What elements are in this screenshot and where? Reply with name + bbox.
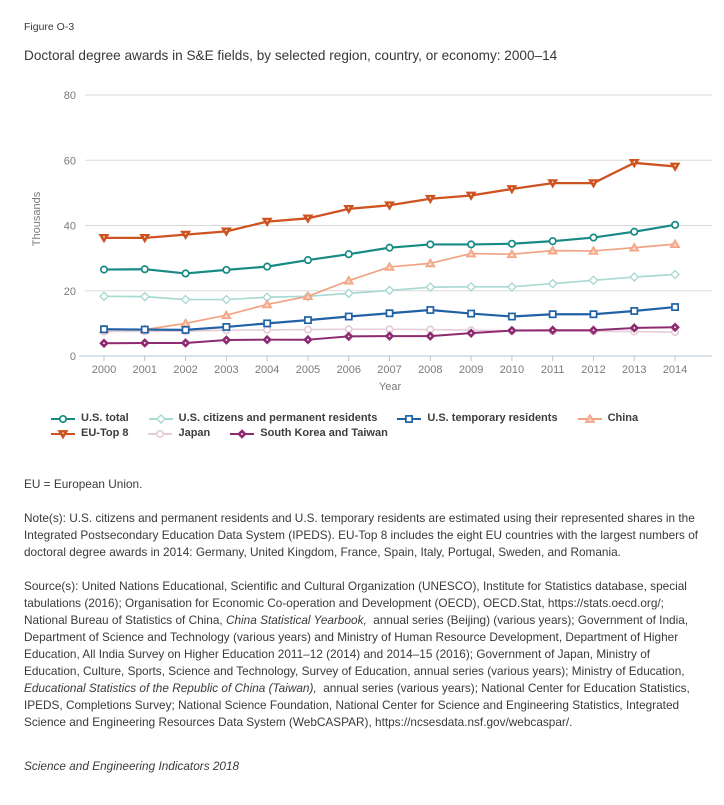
circle-open-icon [51, 414, 75, 423]
legend-label: U.S. total [81, 412, 129, 424]
x-tick-label: 2008 [418, 364, 442, 376]
legend-item: U.S. citizens and permanent residents [148, 411, 378, 426]
y-tick-label: 40 [64, 221, 76, 233]
series-u-s-citizens-and-permanent-residents [99, 269, 681, 305]
diamond-filled-icon [230, 428, 255, 439]
x-tick-label: 2004 [255, 364, 279, 376]
y-tick-label: 80 [64, 90, 76, 102]
y-tick-label: 0 [70, 351, 76, 363]
y-tick-label: 60 [64, 155, 76, 167]
doctoral-degrees-chart: 2000 2001 2002 2003 2004 2005 2006 2007 2008 2009… [31, 90, 712, 393]
legend-item: Japan [147, 426, 210, 441]
x-tick-label: 2002 [173, 364, 197, 376]
x-tick-label: 2012 [581, 364, 605, 376]
x-tick-label: 2011 [541, 364, 565, 376]
figure-notes: EU = European Union. Note(s): U.S. citiz… [24, 476, 708, 775]
legend-item: South Korea and Taiwan [229, 426, 388, 441]
series-u-s-temporary-residents [100, 303, 680, 334]
figure-page: Figure O-3 Doctoral degree awards in S&E… [24, 21, 724, 775]
x-tick-label: 2001 [133, 364, 157, 376]
chart-legend: U.S. total U.S. citizens and permanent re… [50, 411, 724, 441]
legend-label: Japan [178, 427, 211, 439]
x-tick-label: 2007 [377, 364, 401, 376]
triangle-down-icon [51, 429, 75, 439]
square-open-icon [397, 414, 422, 423]
x-tick-label: 2000 [92, 364, 116, 376]
series-china [98, 238, 681, 334]
legend-label: U.S. temporary residents [427, 412, 558, 424]
y-tick-label: 20 [64, 286, 76, 298]
x-axis-title: Year [379, 381, 402, 393]
diamond-open-icon [148, 413, 173, 424]
series-u-s-total [99, 220, 680, 278]
legend-item: China [577, 411, 639, 426]
publication-footer: Science and Engineering Indicators 2018 [24, 759, 240, 773]
legend-label: South Korea and Taiwan [260, 427, 388, 439]
x-tick-label: 2013 [622, 364, 646, 376]
legend-label: EU-Top 8 [81, 427, 129, 439]
legend-row: U.S. total U.S. citizens and permanent re… [50, 411, 724, 426]
legend-item: U.S. total [50, 411, 129, 426]
series-south-korea-and-taiwan [99, 322, 680, 349]
legend-label: U.S. citizens and permanent residents [178, 412, 378, 424]
source-paragraph: Source(s): United Nations Educational, S… [24, 579, 690, 729]
legend-label: China [607, 412, 639, 424]
figure-number: Figure O-3 [24, 21, 75, 33]
y-axis-title: Thousands [31, 191, 43, 246]
x-tick-label: 2003 [214, 364, 238, 376]
circle-open-icon [148, 429, 173, 438]
x-tick-label: 2014 [663, 364, 687, 376]
legend-row: EU-Top 8 Japan South Korea and Taiwan [50, 426, 724, 441]
triangle-up-icon [577, 413, 602, 423]
legend-item: EU-Top 8 [50, 426, 128, 441]
series-eu-top-8 [98, 159, 681, 244]
figure-title: Doctoral degree awards in S&E fields, by… [24, 48, 558, 63]
abbreviation-note: EU = European Union. [24, 477, 143, 491]
notes-paragraph: Note(s): U.S. citizens and permanent res… [24, 511, 699, 559]
x-tick-label: 2006 [336, 364, 360, 376]
x-tick-label: 2010 [500, 364, 524, 376]
x-tick-label: 2005 [296, 364, 320, 376]
x-tick-label: 2009 [459, 364, 483, 376]
legend-item: U.S. temporary residents [396, 411, 558, 426]
